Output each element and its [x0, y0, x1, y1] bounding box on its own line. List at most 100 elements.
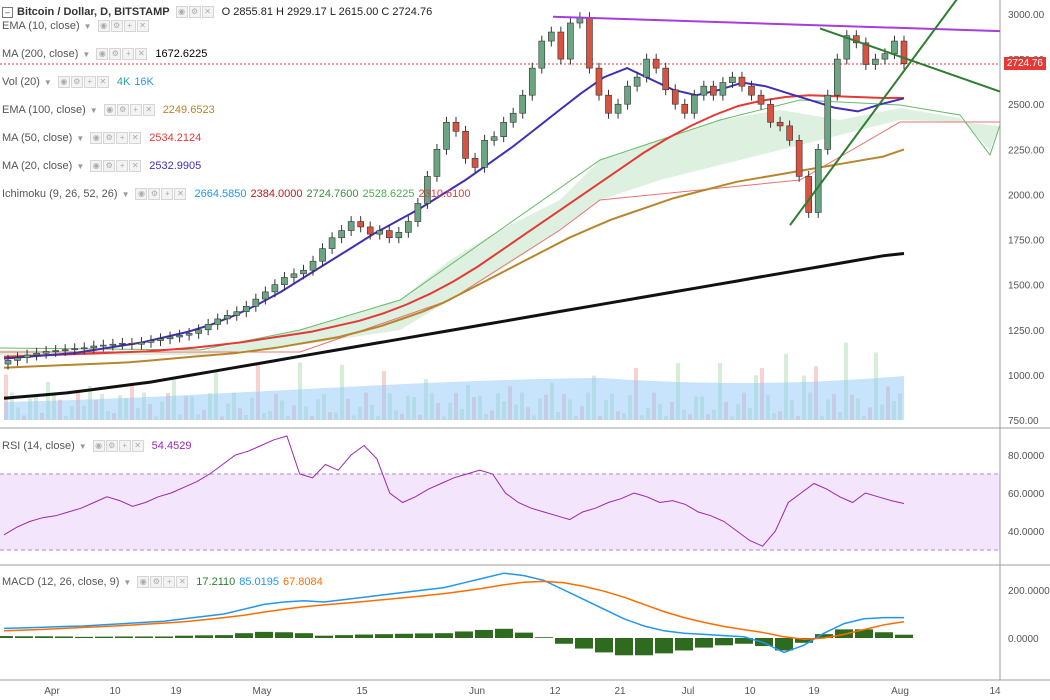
plus-icon[interactable]: +: [122, 48, 135, 60]
caret-icon[interactable]: ▼: [83, 21, 92, 31]
legend-controls[interactable]: ◉ ⚙ + ✕: [90, 160, 142, 172]
eye-icon[interactable]: ◉: [96, 48, 109, 60]
rsi-controls[interactable]: ◉ ⚙ + ✕: [92, 440, 144, 452]
plus-icon[interactable]: +: [161, 188, 174, 200]
close-icon[interactable]: ✕: [176, 576, 189, 588]
candle-body: [61, 349, 69, 351]
legend-controls[interactable]: ◉ ⚙ + ✕: [135, 188, 187, 200]
macd-line: [3, 572, 904, 654]
macd-hist-bar: [575, 638, 593, 649]
settings-icon[interactable]: ⚙: [103, 160, 116, 172]
candle-body: [319, 248, 326, 262]
ma20-line: [3, 67, 905, 360]
caret-icon[interactable]: ▼: [121, 189, 130, 199]
x-tick: 15: [356, 686, 368, 697]
settings-icon[interactable]: ⚙: [150, 576, 163, 588]
ema100-line: [3, 148, 905, 369]
header-controls[interactable]: ◉ ⚙ ✕: [175, 6, 214, 18]
candle-body: [223, 315, 231, 320]
plus-icon[interactable]: +: [83, 76, 96, 88]
candle-body: [862, 42, 870, 65]
caret-icon[interactable]: ▼: [78, 441, 87, 451]
plus-icon[interactable]: +: [123, 20, 136, 32]
settings-icon[interactable]: ⚙: [109, 48, 122, 60]
legend-label: Vol (20): [2, 76, 40, 88]
candle-body: [681, 103, 689, 114]
settings-icon[interactable]: ⚙: [116, 104, 129, 116]
eye-icon[interactable]: ◉: [175, 6, 188, 18]
legend-label: Ichimoku (9, 26, 52, 26): [2, 188, 118, 200]
candle-body: [300, 269, 307, 275]
legend-controls[interactable]: ◉ ⚙ + ✕: [90, 132, 142, 144]
plus-icon[interactable]: +: [116, 132, 129, 144]
close-icon[interactable]: ✕: [136, 20, 149, 32]
rsi-line: [3, 435, 905, 547]
legend-row: MA (50, close) ▼ ◉ ⚙ + ✕ 2534.2124: [2, 132, 201, 144]
close-icon[interactable]: ✕: [135, 48, 148, 60]
x-tick: 12: [549, 686, 561, 697]
legend-value: 4K: [116, 76, 131, 88]
legend-controls[interactable]: ◉ ⚙ + ✕: [96, 48, 148, 60]
eye-icon[interactable]: ◉: [135, 188, 148, 200]
close-icon[interactable]: ✕: [201, 6, 214, 18]
candle-body: [528, 67, 536, 96]
collapse-icon[interactable]: –: [2, 6, 13, 18]
candle-body: [347, 221, 355, 231]
eye-icon[interactable]: ◉: [92, 440, 105, 452]
settings-icon[interactable]: ⚙: [70, 76, 83, 88]
settings-icon[interactable]: ⚙: [188, 6, 201, 18]
candle-body: [509, 112, 517, 123]
caret-icon[interactable]: ▼: [82, 49, 91, 59]
plus-icon[interactable]: +: [129, 104, 142, 116]
price-axis-panel: [1000, 0, 1050, 700]
caret-icon[interactable]: ▼: [89, 105, 98, 115]
caret-icon[interactable]: ▼: [123, 577, 132, 587]
trendlines: [552, 0, 1001, 226]
close-icon[interactable]: ✕: [174, 188, 187, 200]
plus-icon[interactable]: +: [163, 576, 176, 588]
close-icon[interactable]: ✕: [142, 104, 155, 116]
candle-body: [119, 343, 126, 345]
legend-controls[interactable]: ◉ ⚙ + ✕: [103, 104, 155, 116]
macd-hist-bar: [715, 638, 733, 646]
candle-body: [242, 306, 250, 313]
candle-body: [891, 40, 898, 54]
legend-controls[interactable]: ◉ ⚙ + ✕: [57, 76, 109, 88]
eye-icon[interactable]: ◉: [137, 576, 150, 588]
macd-hist-bar: [235, 633, 253, 638]
plus-icon[interactable]: +: [116, 160, 129, 172]
descending-trendline: [819, 27, 1001, 93]
caret-icon[interactable]: ▼: [76, 161, 85, 171]
eye-icon[interactable]: ◉: [103, 104, 116, 116]
close-icon[interactable]: ✕: [131, 440, 144, 452]
close-icon[interactable]: ✕: [129, 132, 142, 144]
candle-body: [4, 360, 12, 365]
settings-icon[interactable]: ⚙: [105, 440, 118, 452]
eye-icon[interactable]: ◉: [90, 160, 103, 172]
settings-icon[interactable]: ⚙: [103, 132, 116, 144]
current-price-tag: 2724.76: [1003, 57, 1046, 70]
close-icon[interactable]: ✕: [129, 160, 142, 172]
candle-body: [805, 176, 812, 213]
candle-body: [185, 333, 193, 336]
settings-icon[interactable]: ⚙: [110, 20, 123, 32]
eye-icon[interactable]: ◉: [57, 76, 70, 88]
caret-icon[interactable]: ▼: [76, 133, 85, 143]
legend-label: EMA (10, close): [2, 20, 80, 32]
eye-icon[interactable]: ◉: [90, 132, 103, 144]
candle-body: [776, 121, 784, 127]
settings-icon[interactable]: ⚙: [148, 188, 161, 200]
candle-body: [710, 85, 717, 96]
eye-icon[interactable]: ◉: [97, 20, 110, 32]
macd-hist-bar: [455, 631, 473, 638]
close-icon[interactable]: ✕: [96, 76, 109, 88]
caret-icon[interactable]: ▼: [43, 77, 52, 87]
candle-body: [33, 352, 40, 356]
candle-body: [42, 351, 50, 354]
candle-body: [814, 149, 822, 213]
legend-controls[interactable]: ◉ ⚙ + ✕: [97, 20, 149, 32]
plus-icon[interactable]: +: [118, 440, 131, 452]
macd-hist-bar: [175, 635, 193, 638]
macd-controls[interactable]: ◉ ⚙ + ✕: [137, 576, 189, 588]
